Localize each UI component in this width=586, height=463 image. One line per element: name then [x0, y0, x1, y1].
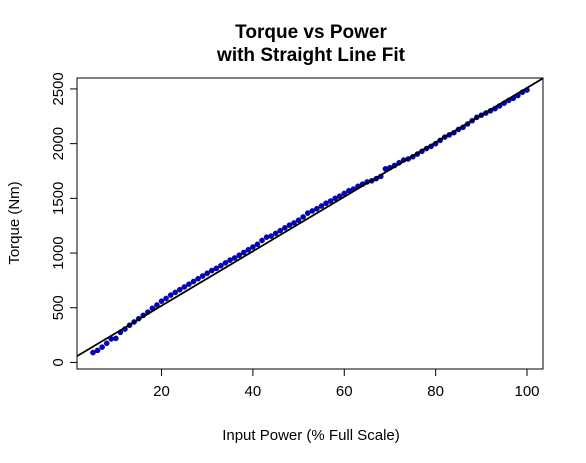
data-point — [291, 220, 297, 226]
y-tick-label: 500 — [50, 295, 67, 320]
data-point — [204, 270, 211, 277]
data-point — [181, 284, 188, 290]
x-tick-label: 100 — [514, 383, 539, 400]
x-axis-label: Input Power (% Full Scale) — [222, 427, 400, 444]
data-point — [332, 195, 338, 202]
data-point — [263, 234, 270, 240]
data-point — [218, 262, 224, 269]
data-point — [250, 244, 256, 250]
data-point — [163, 295, 169, 302]
y-axis-label: Torque (Nm) — [6, 181, 23, 264]
data-point — [190, 278, 197, 285]
data-point — [314, 205, 320, 212]
data-point — [254, 241, 261, 248]
chart-subtitle: with Straight Line Fit — [216, 45, 406, 66]
data-point — [172, 289, 179, 296]
data-point — [236, 252, 242, 259]
data-point — [90, 349, 96, 356]
data-point — [99, 344, 105, 350]
x-tick-label: 20 — [153, 383, 170, 400]
x-tick-label: 80 — [427, 383, 444, 400]
y-tick-label: 1500 — [50, 182, 67, 215]
data-point — [113, 335, 119, 342]
data-point — [268, 233, 274, 239]
y-tick-label: 2000 — [50, 127, 67, 160]
data-point — [186, 281, 192, 288]
data-point — [208, 267, 215, 274]
data-point — [240, 249, 247, 256]
data-point — [199, 273, 206, 279]
data-point — [167, 292, 174, 298]
data-point — [300, 214, 306, 220]
data-point — [227, 257, 233, 263]
data-point — [295, 217, 302, 224]
x-tick-label: 60 — [336, 383, 353, 400]
data-point — [277, 227, 284, 234]
fit-line — [77, 78, 543, 357]
data-point — [323, 200, 329, 207]
data-point — [231, 255, 238, 261]
data-point — [327, 198, 334, 204]
x-tick-label: 40 — [245, 383, 262, 400]
y-tick-label: 0 — [50, 358, 67, 366]
data-point — [176, 286, 183, 293]
chart-title: Torque vs Power — [235, 22, 387, 43]
data-point — [304, 210, 311, 216]
data-point — [222, 260, 229, 266]
data-point — [213, 265, 220, 272]
y-tick-label: 2500 — [50, 72, 67, 105]
data-point — [282, 225, 288, 231]
data-point — [103, 340, 110, 347]
data-point — [272, 230, 279, 237]
y-tick-label: 1000 — [50, 236, 67, 269]
data-point — [158, 298, 165, 304]
data-point — [286, 222, 293, 228]
data-point — [245, 246, 252, 253]
data-point — [94, 347, 101, 354]
data-point — [309, 208, 316, 214]
data-point — [259, 237, 265, 244]
data-point — [318, 203, 325, 209]
data-point — [195, 275, 201, 282]
